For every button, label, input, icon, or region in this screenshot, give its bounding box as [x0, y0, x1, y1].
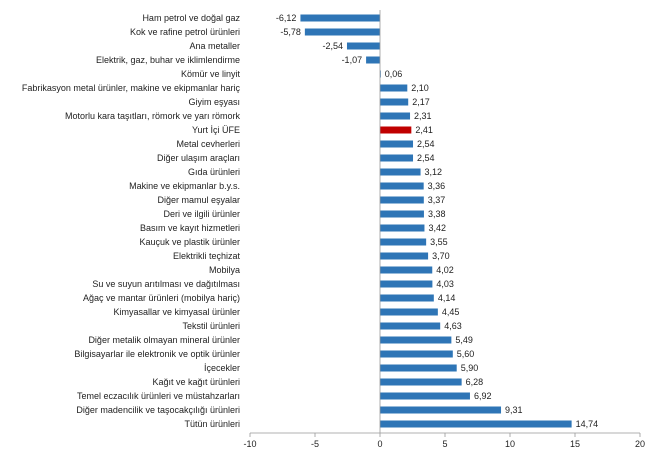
value-label: 6,28 [466, 377, 484, 387]
category-label: Ham petrol ve doğal gaz [142, 13, 240, 23]
value-label: 6,92 [474, 391, 492, 401]
x-tick-label: 5 [442, 439, 447, 449]
category-label: Kauçuk ve plastik ürünler [139, 237, 240, 247]
bar [380, 336, 452, 344]
bar [380, 140, 414, 148]
value-label: 3,12 [425, 167, 443, 177]
bar [380, 308, 438, 316]
value-label: 4,03 [436, 279, 454, 289]
value-label: 2,17 [412, 97, 430, 107]
bar [380, 420, 572, 428]
bar [380, 84, 408, 92]
value-label: 5,49 [455, 335, 473, 345]
bar [380, 364, 457, 372]
category-label: İçecekler [204, 363, 240, 373]
value-label: -6,12 [276, 13, 297, 23]
value-label: 9,31 [505, 405, 523, 415]
category-label: Diğer mamul eşyalar [157, 195, 240, 205]
value-label: 2,41 [415, 125, 433, 135]
category-label: Kömür ve linyit [181, 69, 241, 79]
value-label: 3,38 [428, 209, 446, 219]
bar [380, 224, 425, 232]
bar [304, 28, 380, 36]
value-label: 4,02 [436, 265, 454, 275]
value-label: 3,37 [428, 195, 446, 205]
value-label: 3,55 [430, 237, 448, 247]
bar [366, 56, 380, 64]
x-tick-label: 15 [570, 439, 580, 449]
bar [380, 238, 427, 246]
value-label: 2,31 [414, 111, 432, 121]
category-label: Diğer ulaşım araçları [157, 153, 240, 163]
x-tick-label: 10 [505, 439, 515, 449]
category-label: Makine ve ekipmanlar b.y.s. [129, 181, 240, 191]
category-label: Ağaç ve mantar ürünleri (mobilya hariç) [83, 293, 240, 303]
category-label: Elektrikli teçhizat [173, 251, 241, 261]
category-label: Tütün ürünleri [184, 419, 240, 429]
bar [300, 14, 380, 22]
category-label: Gıda ürünleri [188, 167, 240, 177]
value-label: 0,06 [385, 69, 403, 79]
bar [346, 42, 380, 50]
bar [380, 252, 429, 260]
bar [380, 112, 411, 120]
value-label: 2,54 [417, 139, 435, 149]
category-label: Mobilya [209, 265, 240, 275]
category-label: Diğer metalik olmayan mineral ürünler [88, 335, 240, 345]
bar [380, 196, 424, 204]
x-tick-label: 0 [377, 439, 382, 449]
bar [380, 154, 414, 162]
category-label: Metal cevherleri [176, 139, 240, 149]
category-label: Giyim eşyası [188, 97, 240, 107]
category-label: Bilgisayarlar ile elektronik ve optik ür… [74, 349, 240, 359]
category-label: Ana metaller [189, 41, 240, 51]
category-label: Deri ve ilgili ürünler [163, 209, 240, 219]
value-label: 4,14 [438, 293, 456, 303]
bar [380, 294, 434, 302]
value-label: 4,45 [442, 307, 460, 317]
value-label: 2,10 [411, 83, 429, 93]
value-label: -2,54 [322, 41, 343, 51]
category-label: Kok ve rafine petrol ürünleri [130, 27, 240, 37]
category-label: Diğer madencilik ve taşocakçılığı ürünle… [76, 405, 240, 415]
value-label: 14,74 [576, 419, 599, 429]
value-label: 3,70 [432, 251, 450, 261]
bar [380, 168, 421, 176]
value-label: 5,60 [457, 349, 475, 359]
bar [380, 266, 433, 274]
bar [380, 280, 433, 288]
category-label: Tekstil ürünleri [182, 321, 240, 331]
category-label: Fabrikasyon metal ürünler, makine ve eki… [22, 83, 241, 93]
category-label: Elektrik, gaz, buhar ve iklimlendirme [96, 55, 240, 65]
bar [380, 406, 502, 414]
category-label: Basım ve kayıt hizmetleri [140, 223, 240, 233]
category-label: Kimyasallar ve kimyasal ürünler [113, 307, 240, 317]
bar [380, 98, 409, 106]
bar [380, 350, 453, 358]
x-tick-label: -10 [243, 439, 256, 449]
value-label: 3,36 [428, 181, 446, 191]
category-label: Kağıt ve kağıt ürünleri [152, 377, 240, 387]
category-label: Su ve suyun arıtılması ve dağıtılması [92, 279, 240, 289]
value-label: -5,78 [280, 27, 301, 37]
category-label: Temel eczacılık ürünleri ve müstahzarlar… [77, 391, 240, 401]
value-label: 2,54 [417, 153, 435, 163]
value-label: 4,63 [444, 321, 462, 331]
value-label: -1,07 [342, 55, 363, 65]
x-tick-label: 20 [635, 439, 645, 449]
bar [380, 126, 412, 134]
bar [380, 322, 441, 330]
x-tick-label: -5 [311, 439, 319, 449]
value-label: 5,90 [461, 363, 479, 373]
bar [380, 378, 462, 386]
bar [380, 392, 470, 400]
category-label: Motorlu kara taşıtları, römork ve yarı r… [65, 111, 241, 121]
value-label: 3,42 [428, 223, 446, 233]
bar [380, 210, 424, 218]
category-label: Yurt İçi ÜFE [192, 125, 240, 135]
bar [380, 182, 424, 190]
